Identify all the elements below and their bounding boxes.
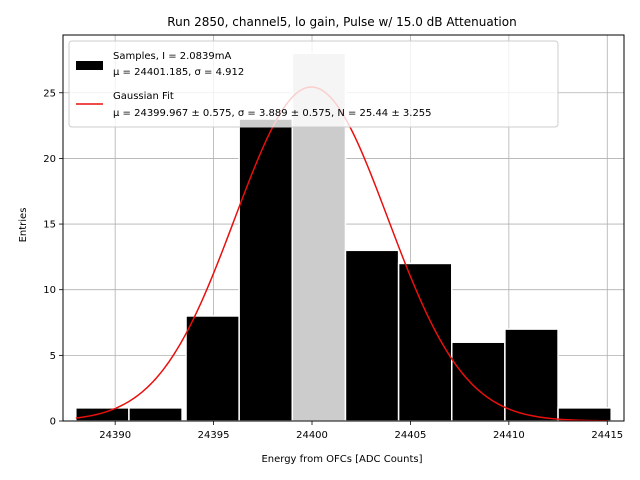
histogram-bar	[397, 262, 453, 422]
chart-title: Run 2850, channel5, lo gain, Pulse w/ 15…	[167, 15, 516, 29]
histogram-bar	[504, 328, 559, 422]
legend-swatch-samples	[76, 61, 103, 70]
y-axis-label: Entries	[18, 208, 29, 243]
plot-frame	[62, 34, 625, 422]
y-tick-label: 15	[43, 220, 56, 231]
legend-box	[68, 40, 559, 128]
x-tick-label: 24400	[296, 430, 328, 441]
x-tick-label: 24415	[591, 430, 623, 441]
y-tick-label: 20	[43, 154, 56, 165]
histogram-bar	[185, 315, 240, 422]
histogram-bar	[238, 118, 294, 422]
legend-samples-line1: Samples, I = 2.0839mA	[113, 51, 231, 62]
histogram-bar	[451, 341, 506, 422]
x-tick-label: 24405	[395, 430, 427, 441]
x-tick-label: 24410	[493, 430, 525, 441]
legend: Samples, I = 2.0839mA μ = 24401.185, σ =…	[68, 40, 559, 128]
x-tick-label: 24395	[198, 430, 230, 441]
y-tick-label: 0	[50, 417, 56, 428]
x-tick-label: 24390	[99, 430, 131, 441]
x-axis-label: Energy from OFCs [ADC Counts]	[261, 454, 422, 465]
x-axis-ticks: 24390 24395 24400 24405 24410 24415	[99, 421, 623, 441]
y-tick-label: 10	[43, 285, 56, 296]
y-tick-label: 5	[50, 351, 56, 362]
histogram-bar	[75, 407, 130, 422]
legend-fit-line2: μ = 24399.967 ± 0.575, σ = 3.889 ± 0.575…	[113, 108, 432, 119]
y-tick-label: 25	[43, 88, 56, 99]
y-axis-ticks: 0 5 10 15 20 25	[43, 88, 63, 428]
legend-samples-line2: μ = 24401.185, σ = 4.912	[113, 67, 244, 78]
histogram-bar	[344, 249, 400, 422]
legend-fit-line1: Gaussian Fit	[113, 91, 174, 102]
histogram-bar	[128, 407, 183, 422]
